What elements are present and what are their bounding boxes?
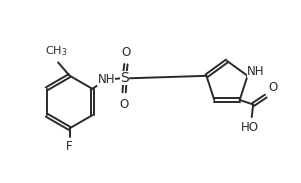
- Text: CH$_3$: CH$_3$: [45, 44, 67, 58]
- Text: NH: NH: [247, 65, 265, 78]
- Text: HO: HO: [241, 121, 259, 134]
- Text: F: F: [66, 140, 73, 153]
- Text: O: O: [121, 46, 131, 59]
- Text: S: S: [120, 71, 129, 85]
- Text: O: O: [268, 81, 277, 94]
- Text: O: O: [119, 98, 129, 111]
- Text: NH: NH: [98, 73, 115, 86]
